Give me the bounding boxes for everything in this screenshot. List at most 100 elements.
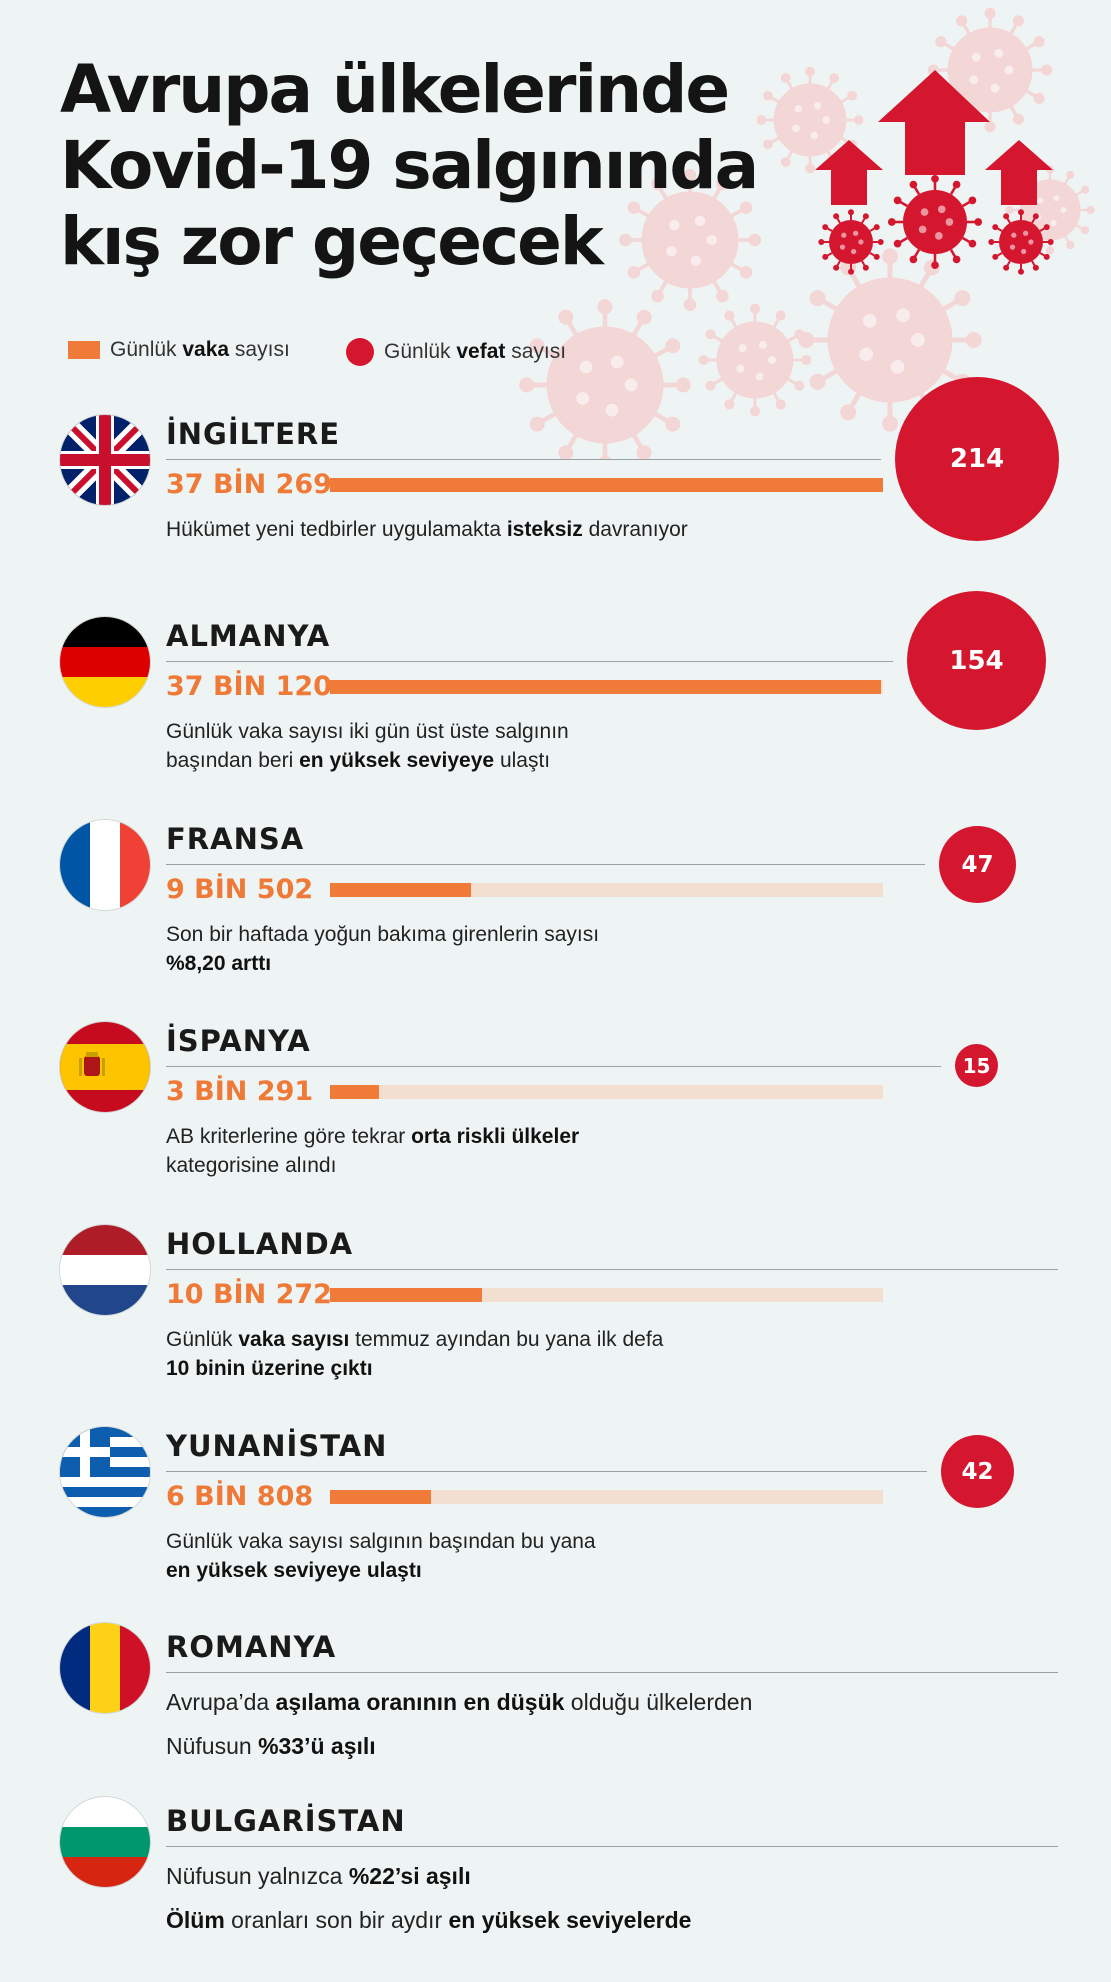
virus-arrows-illustration — [519, 7, 1095, 460]
description-line: Günlük vaka sayısı salgının başından bu … — [166, 1527, 596, 1556]
description-emphasis: en yüksek seviyeye — [299, 749, 495, 772]
cases-bar-track — [330, 1288, 883, 1302]
country-row: FRANSA 9 BİN 502 Son bir haftada yoğun bak… — [0, 820, 1111, 1000]
description-line: Avrupa’da aşılama oranının en düşük oldu… — [166, 1688, 752, 1717]
description-line: Hükümet yeni tedbirler uygulamakta istek… — [166, 515, 688, 544]
cases-bar — [330, 1085, 379, 1099]
description-emphasis: en yüksek seviyeye ulaştı — [166, 1559, 422, 1582]
country-row: HOLLANDA 10 BİN 272 Günlük vaka sayısı tem… — [0, 1225, 1111, 1405]
daily-deaths-bubble: 47 — [939, 826, 1016, 903]
cases-bar — [330, 680, 881, 694]
country-name: BULGARİSTAN — [166, 1804, 406, 1838]
title-line-2: Kovid-19 salgınında — [60, 127, 759, 204]
description-text: AB kriterlerine göre tekrar — [166, 1125, 412, 1148]
description-emphasis: Ölüm — [166, 1907, 225, 1933]
description-emphasis: en yüksek seviyelerde — [448, 1907, 692, 1933]
description-text: Son bir haftada yoğun bakıma girenlerin … — [166, 923, 600, 946]
description-line: kategorisine alındı — [166, 1151, 336, 1180]
country-name: YUNANİSTAN — [166, 1429, 388, 1463]
description-line: Günlük vaka sayısı temmuz ayından bu yan… — [166, 1325, 663, 1354]
country-row: İNGİLTERE 37 BİN 269 Hükümet yeni tedbirle… — [0, 377, 1111, 595]
description-emphasis: vaka sayısı — [238, 1328, 350, 1351]
red-virus-icon — [818, 209, 884, 275]
cases-bar — [330, 883, 471, 897]
red-circle-swatch-icon — [346, 338, 374, 366]
netherlands-flag-icon — [60, 1225, 150, 1315]
daily-cases-value: 3 BİN 291 — [166, 1076, 314, 1107]
divider — [166, 1846, 1058, 1847]
red-virus-icon — [887, 174, 983, 270]
description-line: 10 binin üzerine çıktı — [166, 1354, 373, 1383]
uk-flag-icon — [60, 415, 150, 505]
description-line: Günlük vaka sayısı iki gün üst üste salg… — [166, 717, 569, 746]
description-text: ulaştı — [494, 749, 551, 772]
daily-cases-value: 37 BİN 120 — [166, 671, 332, 702]
description-text: temmuz ayından bu yana ilk defa — [349, 1328, 664, 1351]
title-line-1: Avrupa ülkelerinde — [60, 51, 730, 128]
description-text: Nüfusun yalnızca — [166, 1863, 349, 1889]
faint-virus-icon — [698, 303, 812, 417]
country-row: ROMANYA Avrupa’da aşılama oranının en düş… — [0, 1623, 1111, 1808]
red-virus-icon — [988, 209, 1054, 275]
description-line: başından beri en yüksek seviyeye ulaştı — [166, 746, 550, 775]
daily-deaths-bubble: 15 — [955, 1044, 998, 1087]
cases-bar — [330, 478, 883, 492]
daily-deaths-bubble: 42 — [941, 1435, 1014, 1508]
description-line: Nüfusun yalnızca %22’si aşılı — [166, 1862, 471, 1891]
description-emphasis: isteksiz — [506, 518, 583, 541]
cases-bar — [330, 1490, 431, 1504]
description-emphasis: 10 binin üzerine çıktı — [166, 1357, 373, 1380]
description-text: Avrupa’da — [166, 1689, 276, 1715]
france-flag-icon — [60, 820, 150, 910]
divider — [166, 459, 881, 460]
page-title: Avrupa ülkelerinde Kovid-19 salgınında k… — [60, 52, 820, 280]
country-row: İSPANYA 3 BİN 291 AB kriterlerine göre tek… — [0, 1022, 1111, 1202]
legend-deaths: Günlük vefat sayısı — [346, 338, 566, 366]
description-text: davranıyor — [582, 518, 688, 541]
faint-virus-icon — [798, 248, 982, 432]
country-row: YUNANİSTAN 6 BİN 808 Günlük vaka sayısı sa… — [0, 1427, 1111, 1607]
daily-cases-value: 9 BİN 502 — [166, 874, 314, 905]
description-text: Günlük — [166, 1328, 239, 1351]
daily-cases-value: 37 BİN 269 — [166, 469, 332, 500]
cases-bar — [330, 1288, 482, 1302]
country-name: İSPANYA — [166, 1024, 311, 1058]
description-line: Son bir haftada yoğun bakıma girenlerin … — [166, 920, 599, 949]
faint-virus-icon — [618, 168, 762, 312]
cases-bar-track — [330, 478, 883, 492]
description-text: Hükümet yeni tedbirler uygulamakta — [166, 518, 507, 541]
daily-deaths-bubble: 214 — [895, 377, 1059, 541]
country-name: ROMANYA — [166, 1630, 337, 1664]
divider — [166, 661, 894, 662]
country-row: ALMANYA 37 BİN 120 Günlük vaka sayısı iki … — [0, 591, 1111, 797]
description-text: Nüfusun — [166, 1733, 259, 1759]
description-text: olduğu ülkelerden — [564, 1689, 753, 1715]
divider — [166, 1672, 1058, 1673]
country-row: BULGARİSTAN Nüfusun yalnızca %22’si aşılı… — [0, 1797, 1111, 1982]
description-line: AB kriterlerine göre tekrar orta riskli … — [166, 1122, 579, 1151]
description-emphasis: %33’ü aşılı — [258, 1733, 376, 1759]
description-emphasis: %22’si aşılı — [348, 1863, 471, 1889]
divider — [166, 1269, 1058, 1270]
germany-flag-icon — [60, 617, 150, 707]
divider — [166, 1471, 927, 1472]
red-virus-icons — [818, 174, 1054, 275]
orange-bar-swatch-icon — [68, 341, 100, 359]
up-arrow-icons — [815, 70, 1053, 205]
legend-cases: Günlük vaka sayısı — [68, 338, 290, 362]
country-name: FRANSA — [166, 822, 305, 856]
daily-cases-value: 6 BİN 808 — [166, 1481, 314, 1512]
cases-bar-track — [330, 680, 883, 694]
description-text: Günlük vaka sayısı iki gün üst üste salg… — [166, 720, 569, 743]
title-line-3: kış zor geçecek — [60, 203, 604, 280]
country-name: İNGİLTERE — [166, 417, 341, 451]
divider — [166, 1066, 942, 1067]
country-name: ALMANYA — [166, 619, 331, 653]
description-line: Ölüm oranları son bir aydır en yüksek se… — [166, 1906, 691, 1935]
greece-flag-icon — [60, 1427, 150, 1517]
description-emphasis: aşılama oranının en düşük — [275, 1689, 565, 1715]
description-line: %8,20 arttı — [166, 949, 271, 978]
description-emphasis: %8,20 arttı — [166, 952, 272, 975]
cases-bar-track — [330, 1085, 883, 1099]
country-name: HOLLANDA — [166, 1227, 354, 1261]
